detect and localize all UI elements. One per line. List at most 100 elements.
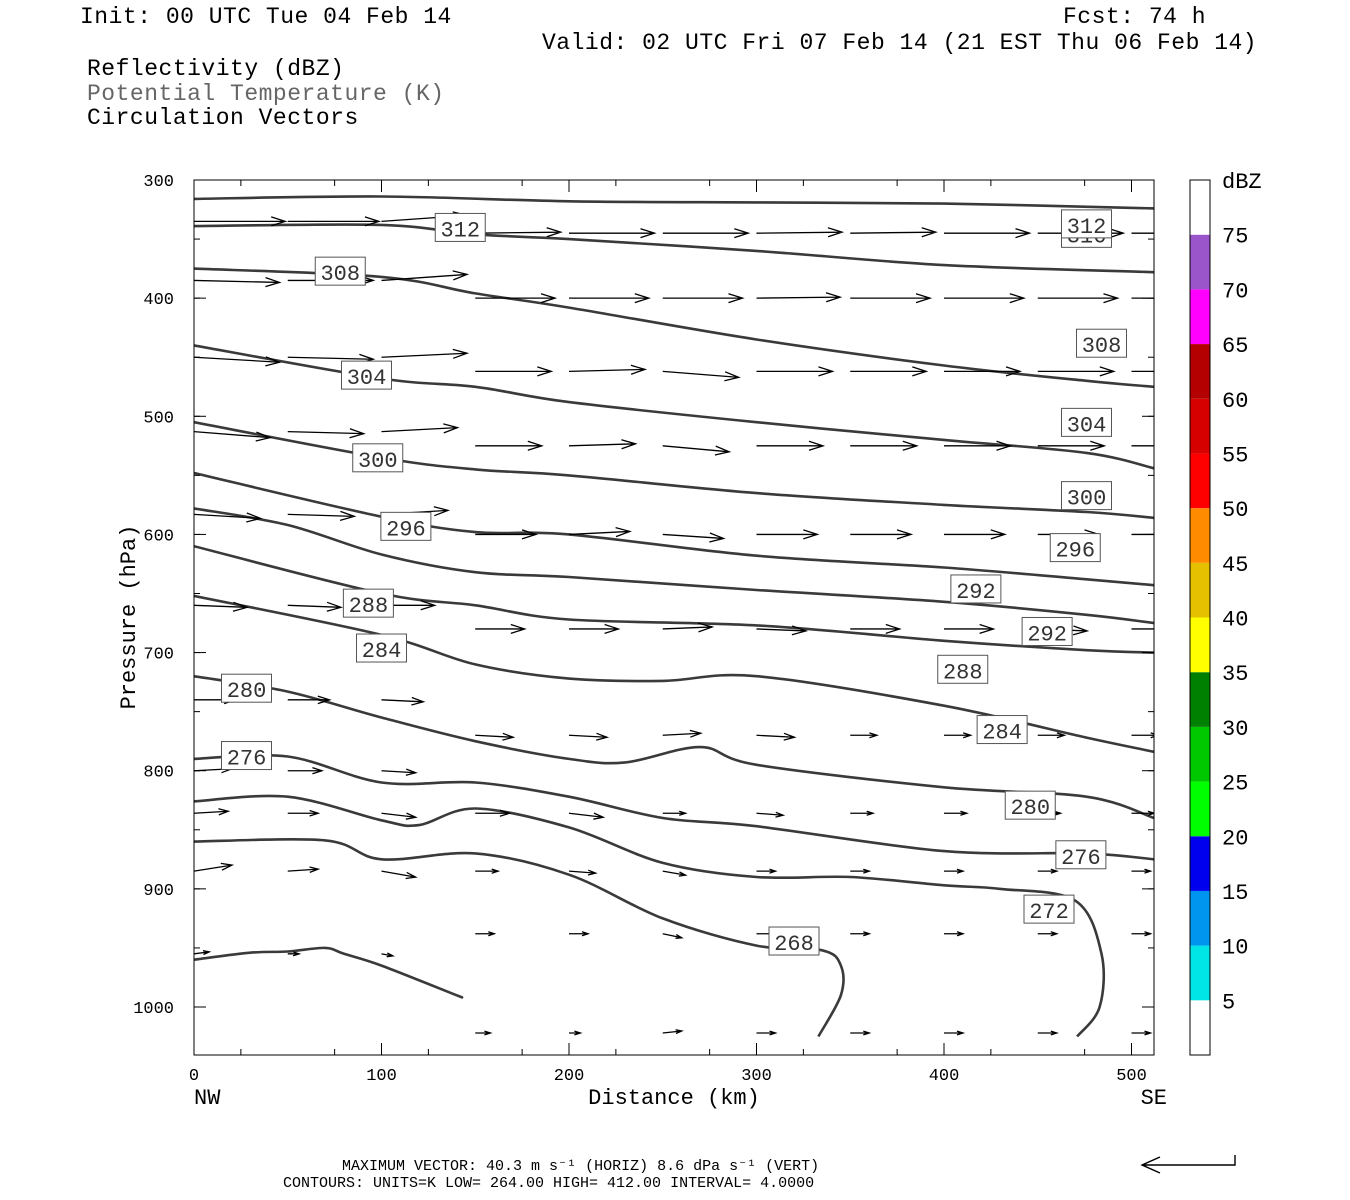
vector-r19-6: [1037, 1030, 1059, 1036]
theta-contours: [194, 195, 1154, 1038]
colorbar-segment-14: [1190, 234, 1210, 290]
vector-r17-6: [1037, 931, 1059, 937]
colorbar-segment-2: [1190, 890, 1210, 946]
colorbar-segment-13: [1190, 289, 1210, 345]
vector-r16-1: [287, 866, 321, 874]
vector-r6-1: [287, 428, 366, 439]
colorbar-label: 55: [1222, 443, 1248, 468]
vector-r15-6: [756, 811, 786, 818]
theta-contour-276: [194, 753, 1154, 861]
vector-r11-2: [662, 622, 715, 633]
vector-r17-0: [475, 931, 497, 937]
colorbar-label: 25: [1222, 772, 1248, 797]
vector-r9-2: [662, 532, 726, 543]
max-vector-note: MAXIMUM VECTOR: 40.3 m s⁻¹ (HORIZ) 8.6 d…: [342, 1158, 820, 1175]
vector-r16-2: [381, 870, 418, 880]
vector-r14-1: [287, 766, 325, 775]
vector-r19-1: [569, 1030, 583, 1036]
vector-r1-3: [756, 227, 845, 238]
vector-r12-2: [381, 696, 426, 706]
vector-r15-4: [568, 812, 606, 820]
contour-label-box-288: [342, 588, 394, 618]
contour-label-296: 296: [1055, 539, 1095, 564]
y-axis-label: Pressure (hPa): [117, 525, 142, 710]
vector-r4-0: [194, 356, 282, 367]
colorbar-label: 10: [1222, 936, 1248, 961]
vector-r15-0: [194, 808, 231, 816]
vector-r15-8: [944, 810, 969, 816]
vector-r16-6: [756, 868, 778, 874]
contour-label-308: 308: [1082, 334, 1122, 359]
contour-label-292: 292: [956, 580, 996, 605]
vector-r10-0: [194, 601, 250, 612]
vector-r17-4: [850, 931, 872, 937]
contour-label-284: 284: [362, 639, 402, 664]
y-tick-label: 400: [143, 291, 174, 310]
colorbar-segment-10: [1190, 453, 1210, 509]
vector-r19-0: [475, 1030, 493, 1036]
theta-contour-308: [194, 267, 1154, 389]
contour-label-272: 272: [1029, 900, 1069, 925]
vector-r1-2: [662, 228, 751, 239]
vector-r11-1: [569, 623, 621, 635]
vector-r16-7: [850, 868, 872, 874]
contour-label-276: 276: [1061, 846, 1101, 871]
colorbar-label: 40: [1222, 608, 1248, 633]
contour-label-box-284: [976, 715, 1028, 745]
vector-r9-5: [944, 529, 1007, 540]
colorbar-segment-6: [1190, 672, 1210, 727]
theta-contour-268: [194, 838, 845, 1038]
vector-r1-1: [569, 228, 657, 239]
contour-label-box-276: [221, 741, 272, 771]
colorbar-label: 65: [1222, 334, 1248, 359]
theta-contour-264: [194, 946, 464, 999]
y-tick-label: 500: [143, 409, 174, 428]
x-tick-label: 100: [366, 1067, 397, 1086]
contour-label-312: 312: [1067, 215, 1107, 240]
y-tick-label: 800: [143, 764, 174, 783]
vector-r7-7: [1131, 445, 1154, 447]
vector-r7-4: [850, 440, 919, 451]
vector-r17-1: [569, 931, 591, 937]
theta-contour-300: [194, 420, 1154, 520]
vector-r15-7: [850, 810, 876, 816]
vector-r16-4: [568, 869, 598, 876]
contours-note: CONTOURS: UNITS=K LOW= 264.00 HIGH= 412.…: [283, 1175, 815, 1192]
vector-r13-3: [756, 732, 797, 741]
colorbar-label: 35: [1222, 662, 1248, 687]
vector-r16-5: [662, 870, 688, 877]
vector-r16-8: [944, 868, 966, 874]
vector-r16-0: [194, 862, 235, 872]
forecast-hour: Fcst: 74 h: [1063, 4, 1207, 30]
contour-label-box-300: [352, 443, 404, 473]
vector-r3-0: [475, 293, 558, 304]
contour-label-box-292: [1021, 616, 1073, 646]
vector-r15-3: [475, 809, 512, 817]
vector-r5-5: [944, 366, 1023, 377]
vector-r11-3: [756, 625, 809, 636]
vector-r0-0: [194, 216, 288, 227]
vector-r13-5: [944, 732, 973, 739]
vector-r12-1: [287, 695, 332, 705]
vector-r18-1: [287, 951, 302, 957]
colorbar-segment-12: [1190, 344, 1210, 399]
nw-label: NW: [194, 1086, 221, 1111]
contour-label-box-308: [314, 256, 366, 286]
colorbar-label: 50: [1222, 498, 1248, 523]
colorbar-label: 30: [1222, 717, 1248, 742]
contour-label-300: 300: [358, 449, 398, 474]
colorbar-label: 75: [1222, 225, 1248, 250]
contour-labels: 3163123123083083043043003002962962922922…: [221, 209, 1127, 957]
contour-label-276: 276: [227, 747, 267, 772]
contour-label-box-296: [1049, 533, 1101, 563]
contour-label-box-276: [1055, 840, 1107, 870]
vector-r7-2: [662, 445, 732, 456]
vector-r1-5: [944, 228, 1032, 239]
contour-label-box-296: [380, 511, 432, 541]
vector-r1-4: [850, 227, 938, 238]
y-tick-label: 900: [143, 882, 174, 901]
vector-r7-0: [475, 440, 544, 451]
contour-label-box-280: [221, 673, 272, 703]
vector-r9-1: [568, 526, 632, 538]
vector-r14-2: [381, 768, 418, 776]
